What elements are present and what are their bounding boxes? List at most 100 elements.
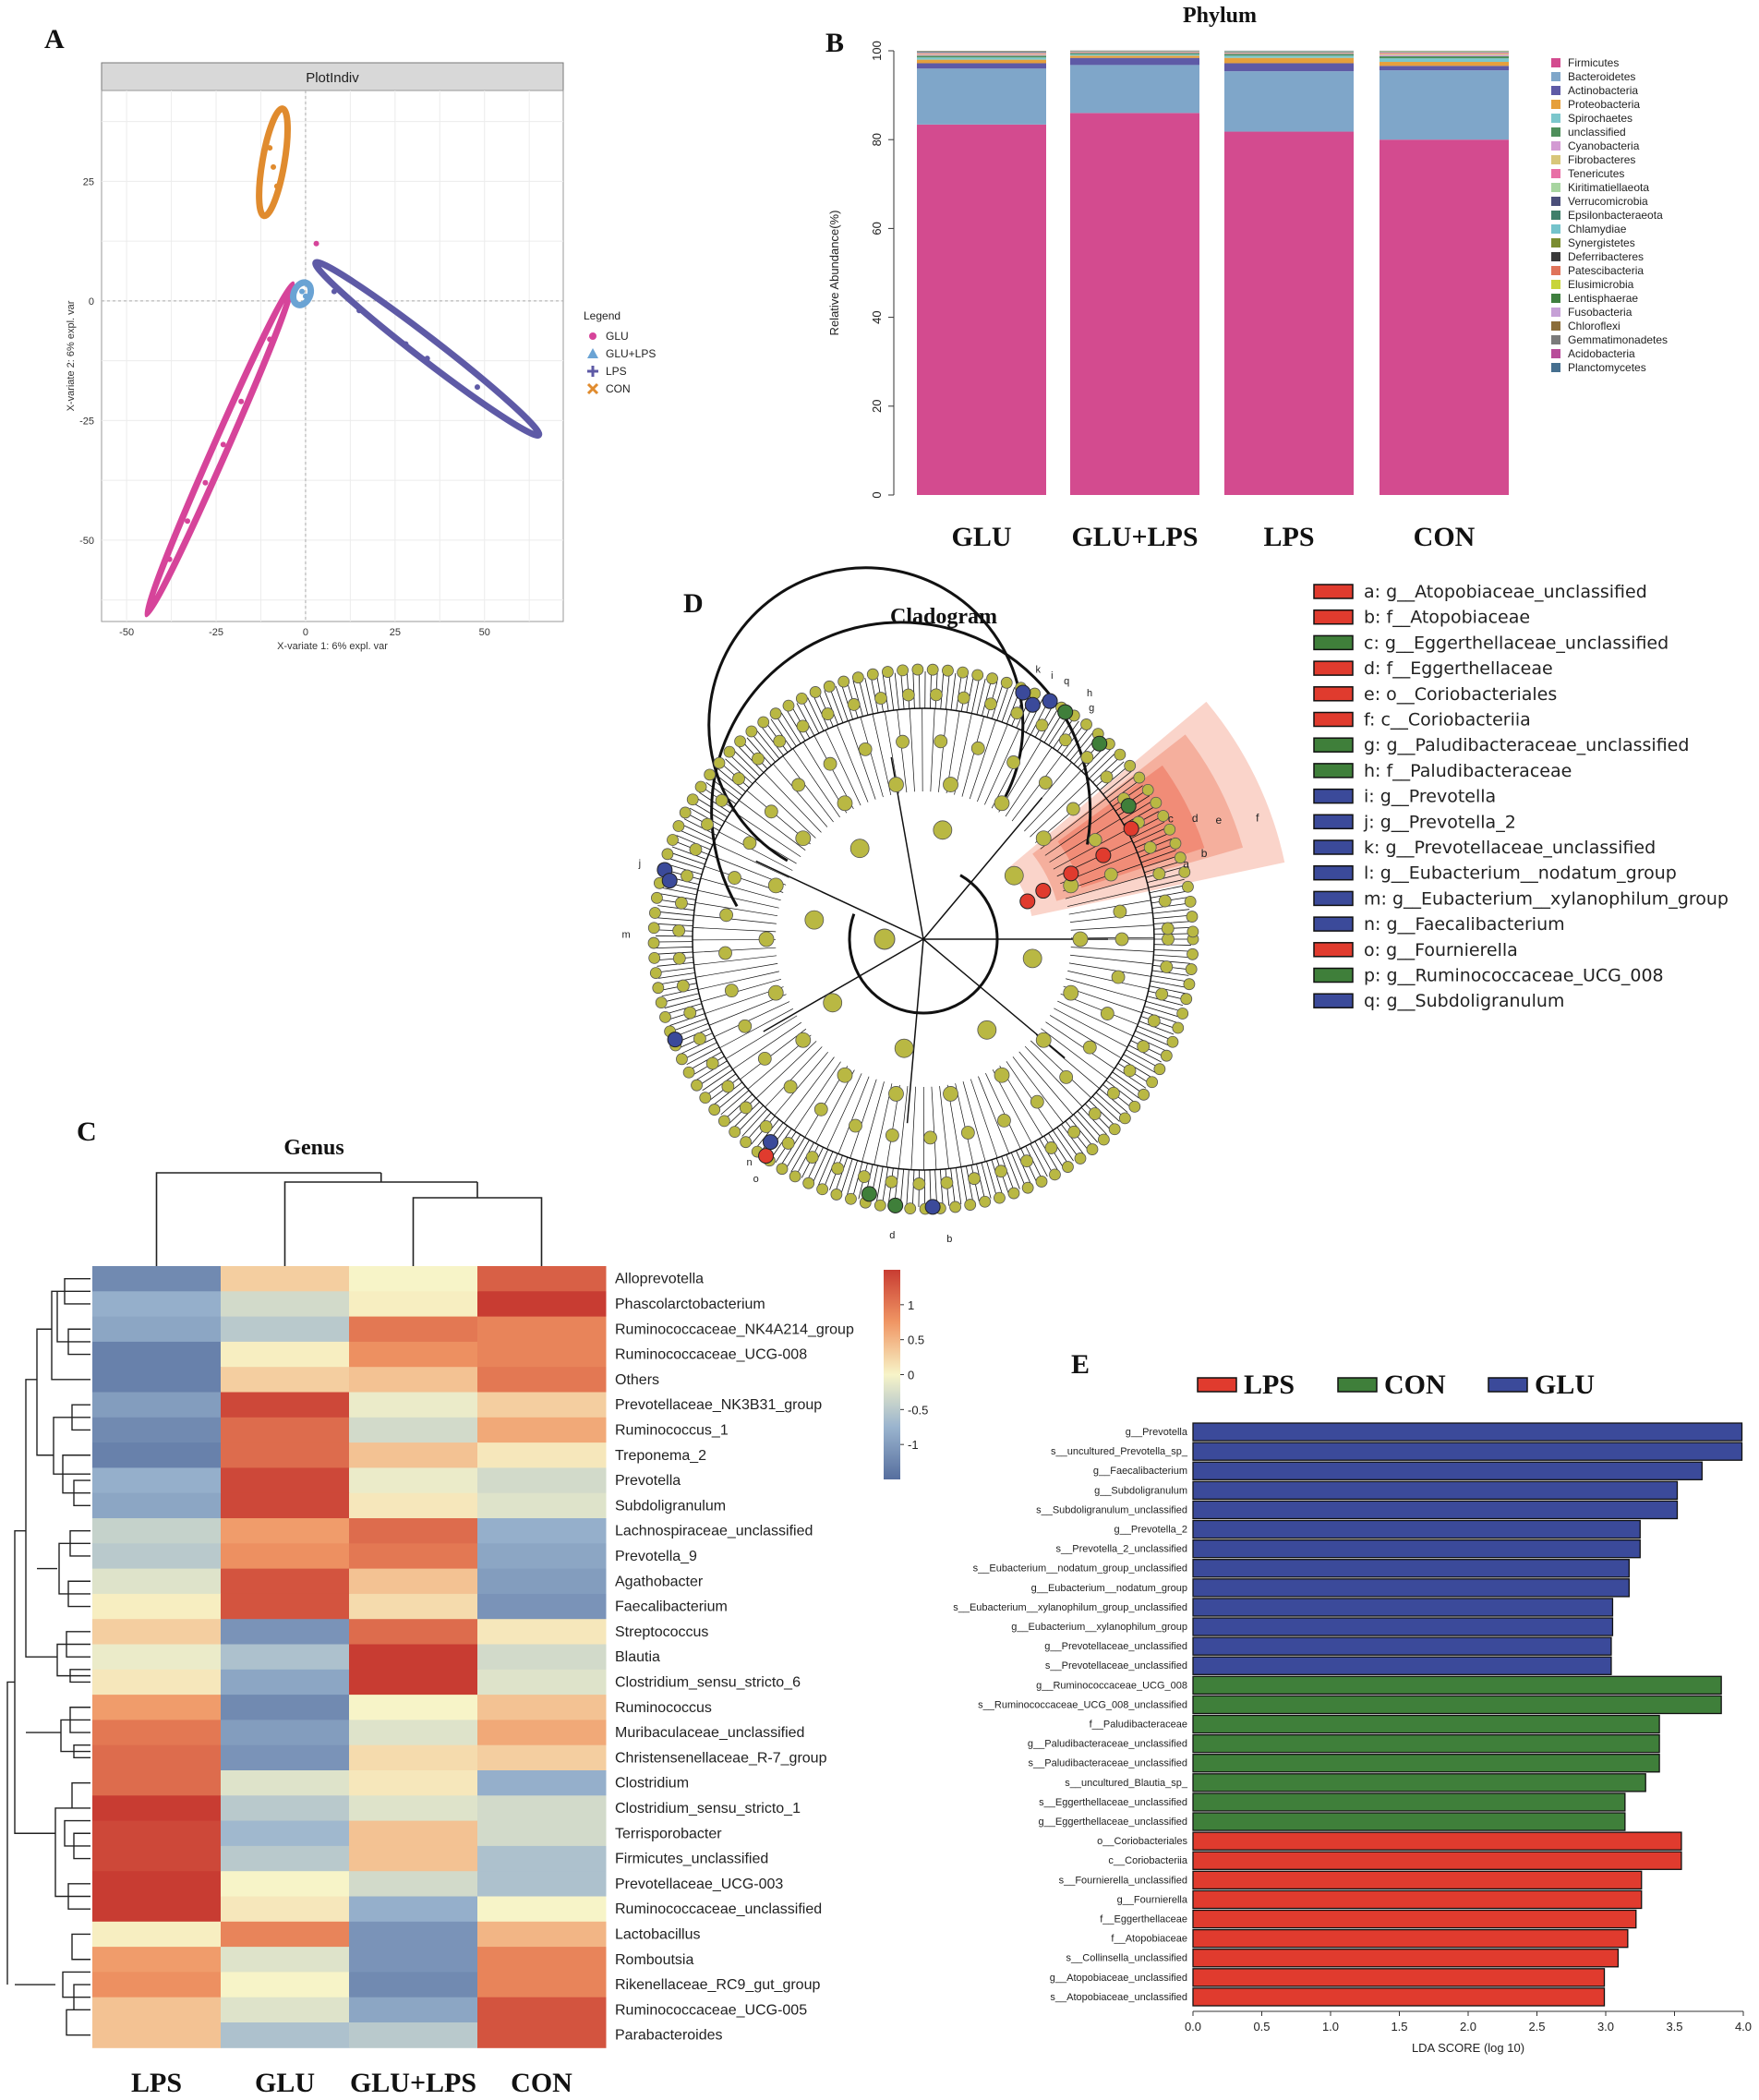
marker-letter: h — [1087, 688, 1092, 699]
highlighted-node — [1095, 847, 1112, 863]
heatmap-cell — [349, 1947, 478, 1973]
leaf-node — [942, 664, 954, 677]
legend-label-b: b: f__Atopobiaceae — [1364, 608, 1530, 628]
node — [968, 1172, 981, 1186]
legend-marker — [587, 348, 598, 358]
leaf-node — [1114, 748, 1126, 761]
highlighted-node — [1024, 696, 1041, 713]
heatmap-cell — [349, 1291, 478, 1318]
highlighted-node — [1042, 693, 1058, 709]
leaf-node — [704, 768, 717, 781]
panel-c-genus-heatmap: Genus Alloprevotella Phascolarctobacterium… — [6, 1136, 928, 2098]
heatmap-cell — [349, 1417, 478, 1443]
highlighted-node — [667, 1032, 683, 1048]
x-tick-label: 4.0 — [1735, 2020, 1752, 2034]
heatmap-cell — [477, 1921, 607, 1948]
node — [894, 1038, 914, 1058]
leaf-node — [1097, 1133, 1110, 1146]
bar-segment-proteobacteria — [1379, 62, 1509, 66]
lda-bar — [1192, 1987, 1606, 2007]
leaf-node — [1160, 1049, 1173, 1062]
leaf-node — [866, 668, 879, 681]
heatmap-cell — [92, 1972, 222, 1998]
x-tick-label: -25 — [209, 627, 223, 638]
panel-label-d: D — [683, 588, 704, 619]
marker-letter: q — [1064, 676, 1069, 687]
legend-swatch — [1551, 197, 1560, 206]
legend-swatch-i — [1313, 788, 1354, 804]
leaf-node — [648, 907, 661, 919]
row-label: Phascolarctobacterium — [615, 1297, 765, 1312]
legend-label: Lentisphaerae — [1568, 292, 1638, 305]
marker-letter: g — [1089, 703, 1094, 714]
ellipse-glu — [143, 281, 296, 618]
heatmap-cell — [477, 1291, 607, 1318]
bar-label: g__Prevotella — [1126, 1427, 1188, 1438]
node — [752, 752, 765, 766]
bar-segment-spirochaetes — [1379, 58, 1509, 63]
heatmap-cell — [349, 1720, 478, 1746]
row-label: Treponema_2 — [615, 1448, 706, 1464]
panel-label-b: B — [825, 28, 844, 58]
heatmap-cell — [349, 1467, 478, 1494]
bar-label: g__Eubacterium__xylanophilum_group — [1011, 1622, 1187, 1633]
node — [724, 984, 739, 998]
leaf-node — [694, 780, 707, 793]
legend-marker — [587, 366, 598, 377]
bar-label: g__Eubacterium__nodatum_group — [1031, 1583, 1187, 1594]
node — [1088, 1107, 1102, 1120]
legend-swatch-e — [1313, 686, 1354, 702]
legend-label: GLU — [606, 330, 629, 343]
node — [929, 688, 943, 702]
legend-swatch — [1551, 321, 1560, 331]
row-label: Ruminococcaceae_UCG-005 — [615, 2002, 807, 2018]
node — [757, 1051, 772, 1066]
marker-letter: i — [1051, 670, 1053, 682]
legend-swatch-h — [1313, 763, 1354, 778]
leaf-node — [789, 1170, 801, 1183]
leaf-node — [1074, 1153, 1087, 1165]
node — [758, 931, 775, 947]
node — [764, 804, 778, 819]
heatmap-cell — [349, 1316, 478, 1343]
row-label: Lactobacillus — [615, 1926, 701, 1942]
highlighted-node — [861, 1186, 877, 1202]
node — [728, 871, 741, 885]
lda-bar — [1192, 1909, 1637, 1929]
legend-swatch — [1551, 280, 1560, 289]
node — [1072, 931, 1089, 947]
leaf-node — [769, 707, 782, 720]
leaf-node — [1021, 1181, 1034, 1194]
leaf-node — [1118, 1112, 1131, 1125]
node — [1030, 1094, 1044, 1109]
bar-label: g__Fournierella — [1117, 1894, 1188, 1905]
bar-label: s__uncultured_Blautia_sp_ — [1065, 1778, 1188, 1789]
lda-bar — [1192, 1714, 1660, 1734]
node — [901, 688, 915, 702]
node — [701, 817, 714, 831]
sample-point — [185, 518, 191, 525]
y-tick-label: 25 — [83, 176, 94, 187]
row-label: Subdoligranulum — [615, 1498, 726, 1514]
node — [943, 777, 958, 792]
heatmap-cell — [92, 1543, 222, 1570]
heatmap-cell — [477, 1442, 607, 1468]
legend-swatch-o — [1313, 942, 1354, 958]
bar-label: f__Atopobiaceae — [1111, 1934, 1187, 1945]
legend-swatch — [1337, 1377, 1378, 1393]
bar-label: s__Prevotella_2_unclassified — [1056, 1544, 1187, 1555]
y-tick-label: 0 — [89, 296, 94, 308]
heatmap-cell — [221, 1845, 350, 1872]
heatmap-cell — [349, 1518, 478, 1544]
node — [781, 1137, 795, 1150]
cladogram-root-branches — [755, 756, 1108, 1124]
sample-point — [267, 336, 273, 343]
y-tick-label: 20 — [870, 400, 884, 413]
leaf-node — [647, 922, 660, 935]
heatmap-cell — [221, 1619, 350, 1645]
legend-swatch — [1488, 1377, 1528, 1393]
heatmap-cell — [221, 1795, 350, 1822]
highlighted-node — [924, 1199, 941, 1215]
marker-letter: n — [747, 1157, 753, 1168]
lda-bar — [1192, 1559, 1630, 1578]
